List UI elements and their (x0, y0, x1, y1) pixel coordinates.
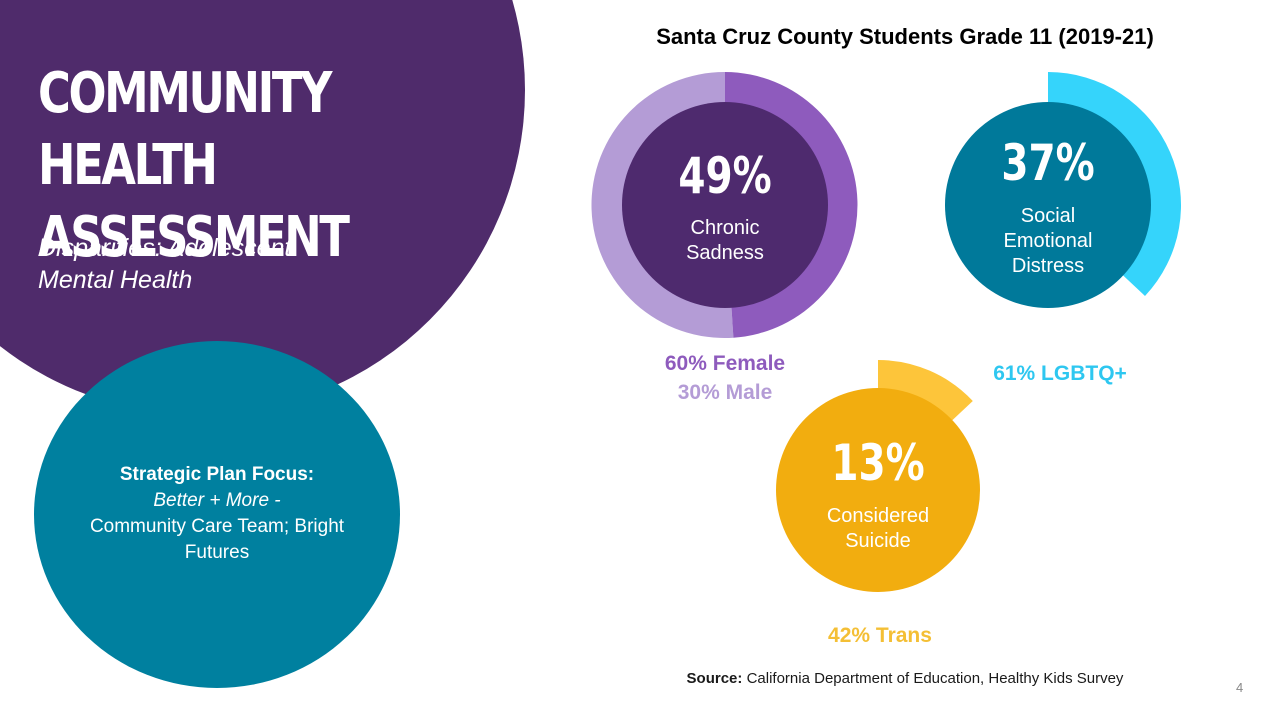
sadness-category-label: Chronic (691, 217, 760, 239)
source-note: Source: California Department of Educati… (600, 670, 1210, 687)
page-title: COMMUNITY HEALTH ASSESSMENT (38, 58, 422, 274)
suicide-category-label: Suicide (845, 530, 911, 552)
distress-lgbtq-note: 61% LGBTQ+ (993, 362, 1127, 385)
suicide-trans-note: 42% Trans (828, 624, 932, 647)
focus-heading: Strategic Plan Focus: (119, 464, 315, 485)
page-subtitle: Disparities: Adolescent Mental Health (38, 234, 292, 294)
sadness-donut-center (622, 102, 828, 308)
suicide-donut-center (776, 388, 980, 592)
chart-title: Santa Cruz County Students Grade 11 (201… (656, 24, 1154, 49)
strategic-plan-focus: Strategic Plan Focus: Better + More - Co… (82, 462, 352, 566)
distress-category-label: Social (1021, 205, 1075, 227)
title-line-2: ASSESSMENT (38, 205, 350, 270)
focus-text: Community Care Team; Bright Futures (89, 516, 345, 563)
distress-donut-center (945, 102, 1151, 308)
focus-emphasis: Better + More - (153, 490, 281, 511)
teal-focus-circle (34, 341, 400, 688)
suicide-category-label: Considered (827, 505, 929, 527)
source-label: Source: (686, 670, 743, 687)
page-number: 4 (1236, 680, 1244, 695)
source-text: California Department of Education, Heal… (746, 670, 1124, 687)
distress-category-label: Distress (1012, 255, 1084, 277)
sadness-male-note: 30% Male (677, 381, 773, 404)
sadness-category-label: Sadness (686, 242, 764, 264)
sadness-female-note: 60% Female (664, 352, 786, 375)
title-line-1: COMMUNITY HEALTH (38, 61, 332, 198)
sadness-value-label: 49% (678, 146, 771, 205)
suicide-value-label: 13% (831, 433, 924, 492)
purple-background-circle (0, 0, 525, 415)
distress-category-label: Emotional (1004, 230, 1093, 252)
distress-value-label: 37% (1001, 133, 1094, 192)
